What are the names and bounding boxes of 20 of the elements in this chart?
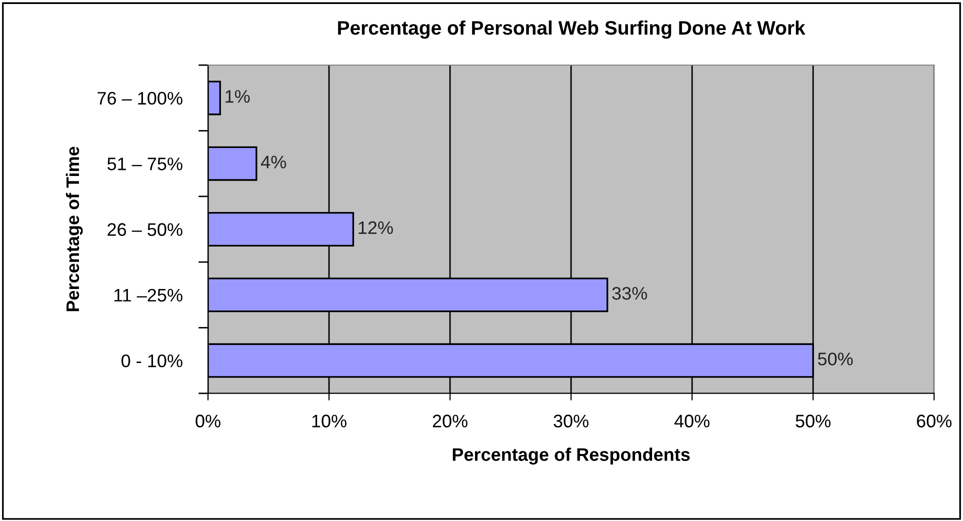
x-tick-label: 40% — [674, 414, 710, 428]
data-label: 1% — [226, 90, 250, 103]
x-tick-label: 30% — [554, 414, 588, 428]
y-tick-label: 51 – 75% — [107, 158, 182, 170]
y-tick-label: 26 – 50% — [108, 223, 182, 236]
x-tick-label: 20% — [432, 414, 468, 428]
y-axis-title: Percentage of Time — [66, 146, 83, 312]
chart-title: Percentage of Personal Web Surfing Done At Work — [338, 20, 806, 39]
x-axis-title: Percentage of Respondents — [452, 448, 690, 465]
data-label: 33% — [612, 286, 648, 300]
y-tick-label: 11 –25% — [114, 288, 182, 302]
data-label: 50% — [818, 352, 853, 366]
y-tick-label: 0 - 10% — [121, 354, 182, 368]
y-tick-label: 76 – 100% — [98, 92, 182, 105]
data-label: 12% — [358, 221, 393, 234]
x-tick-label: 50% — [796, 414, 831, 428]
x-tick-label: 10% — [312, 414, 346, 428]
data-label: 4% — [260, 156, 286, 168]
x-tick-label: 0% — [196, 414, 220, 428]
x-tick-label: 60% — [916, 414, 952, 428]
